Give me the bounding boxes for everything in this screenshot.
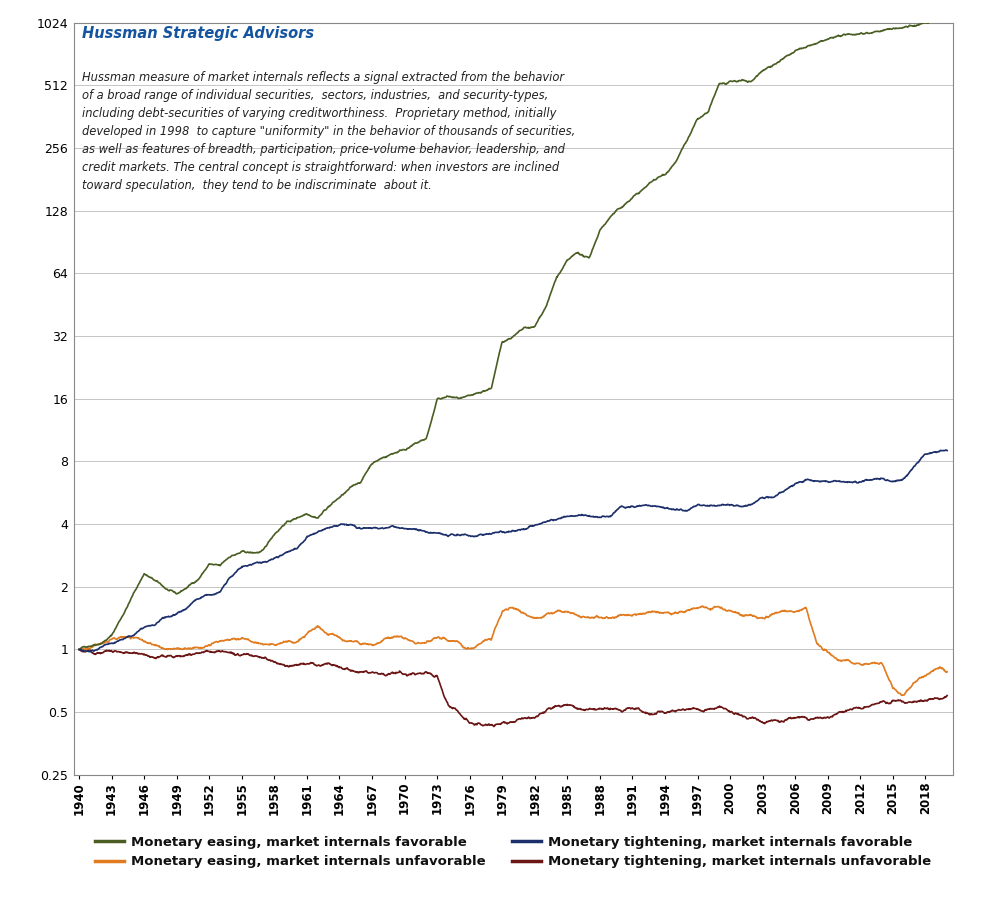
Legend: Monetary easing, market internals favorable, Monetary easing, market internals u: Monetary easing, market internals favora…	[90, 831, 936, 874]
Text: Hussman Strategic Advisors: Hussman Strategic Advisors	[82, 26, 314, 41]
Text: Hussman measure of market internals reflects a signal extracted from the behavio: Hussman measure of market internals refl…	[82, 71, 575, 193]
